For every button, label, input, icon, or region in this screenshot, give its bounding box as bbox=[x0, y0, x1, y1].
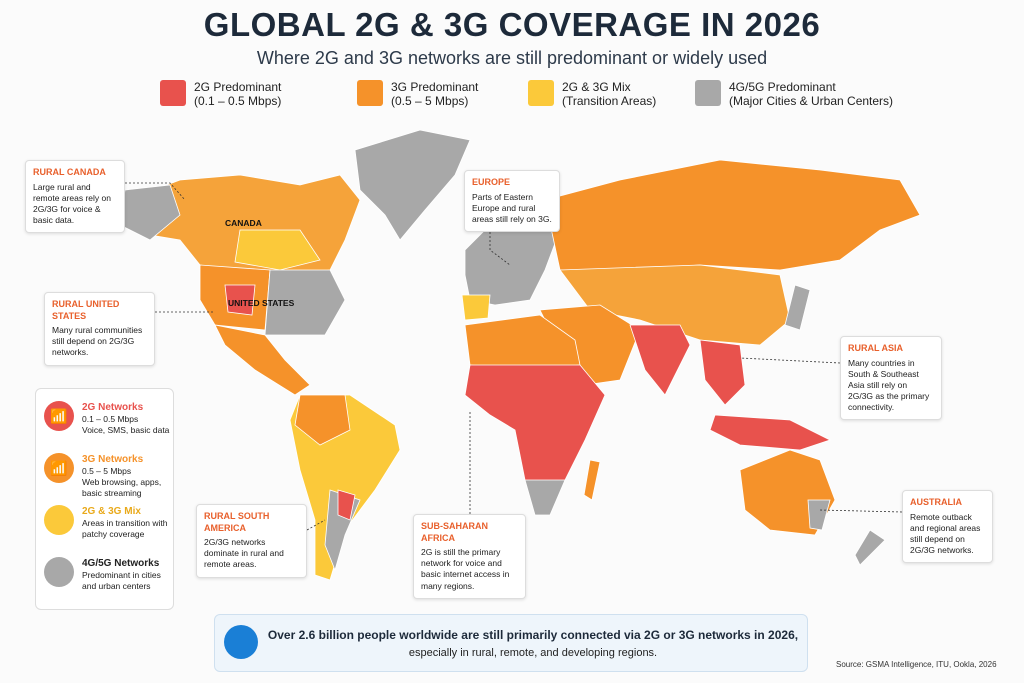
connector bbox=[489, 232, 511, 266]
legend-item: 2G & 3G Mix (Transition Areas) bbox=[528, 80, 656, 108]
africa-south bbox=[524, 479, 566, 516]
callout-text: Parts of Eastern Europe and rural areas … bbox=[472, 191, 552, 224]
callout-title: RURAL UNITED STATES bbox=[52, 299, 120, 321]
side-legend-title: 3G Networks bbox=[82, 454, 144, 465]
callout-title: RURAL ASIA bbox=[848, 343, 904, 353]
greenland bbox=[354, 129, 471, 241]
callout: EUROPE Parts of Eastern Europe and rural … bbox=[464, 170, 560, 232]
connector bbox=[125, 182, 186, 201]
legend-detail: (0.1 – 0.5 Mbps) bbox=[194, 94, 282, 108]
legend-detail: (Major Cities & Urban Centers) bbox=[729, 94, 894, 108]
callout-title: RURAL CANADA bbox=[33, 167, 106, 177]
side-legend-text: 4G/5G Networks Predominant in cities and … bbox=[82, 557, 173, 592]
callout: AUSTRALIA Remote outback and regional are… bbox=[902, 490, 993, 563]
callout-title: EUROPE bbox=[472, 177, 511, 187]
side-legend-text: 3G Networks 0.5 – 5 Mbps Web browsing, app… bbox=[82, 453, 173, 499]
subtitle: Where 2G and 3G networks are still predo… bbox=[256, 48, 768, 68]
legend-item: 4G/5G Predominant (Major Cities & Urban C… bbox=[695, 80, 893, 108]
side-legend: 📶 2G Networks 0.1 – 0.5 Mbps Voice, SMS, ba… bbox=[35, 388, 174, 610]
legend-swatch bbox=[357, 80, 383, 106]
side-legend-item: 2G & 3G Mix Areas in transition with patc… bbox=[44, 505, 173, 540]
callout-title: SUB-SAHARAN AFRICA bbox=[421, 521, 488, 543]
banner-subtext: especially in rural, remote, and develop… bbox=[408, 647, 658, 659]
legend-label: 3G Predominant bbox=[391, 80, 479, 94]
new-zealand bbox=[854, 529, 886, 566]
usa-rural bbox=[224, 284, 256, 316]
connector bbox=[306, 519, 326, 531]
legend-detail: (0.5 – 5 Mbps) bbox=[391, 94, 469, 108]
banner-text: Over 2.6 billion people worldwide are st… bbox=[267, 628, 799, 642]
callout: RURAL ASIA Many countries in South & Sout… bbox=[840, 336, 942, 420]
side-legend-line: Web browsing, apps, basic streaming bbox=[82, 477, 162, 499]
legend-item: 2G Predominant (0.1 – 0.5 Mbps) bbox=[160, 80, 281, 108]
callout-text: Large rural and remote areas rely on 2G/… bbox=[33, 181, 111, 225]
callout-text: 2G is still the primary network for voic… bbox=[421, 547, 510, 591]
russia bbox=[544, 159, 921, 271]
map-label: UNITED STATES bbox=[228, 298, 295, 308]
sa-north bbox=[294, 394, 351, 446]
legend-swatch bbox=[528, 80, 554, 106]
map-label: CANADA bbox=[225, 218, 262, 228]
callout-title: RURAL SOUTH AMERICA bbox=[204, 511, 270, 533]
side-legend-line: 0.5 – 5 Mbps bbox=[82, 466, 132, 476]
legend-label: 2G & 3G Mix bbox=[562, 80, 631, 94]
side-legend-item: 📶 2G Networks 0.1 – 0.5 Mbps Voice, SMS, ba… bbox=[44, 401, 169, 436]
legend-label: 4G/5G Predominant bbox=[729, 80, 836, 94]
callout: RURAL UNITED STATES Many rural communitie… bbox=[44, 292, 155, 366]
side-legend-icon bbox=[44, 505, 74, 535]
legend-text: 2G Predominant (0.1 – 0.5 Mbps) bbox=[194, 80, 281, 108]
side-legend-title: 2G & 3G Mix bbox=[82, 506, 141, 517]
callout-text: Remote outback and regional areas still … bbox=[910, 511, 981, 555]
mexico bbox=[214, 324, 311, 396]
legend-swatch bbox=[695, 80, 721, 106]
se-asia bbox=[699, 339, 746, 406]
legend-detail: (Transition Areas) bbox=[562, 94, 657, 108]
indonesia bbox=[709, 414, 832, 451]
title: GLOBAL 2G & 3G COVERAGE IN 2026 bbox=[203, 6, 821, 43]
madagascar bbox=[583, 459, 601, 501]
india bbox=[629, 324, 691, 396]
side-legend-title: 2G Networks bbox=[82, 402, 144, 413]
sa-red bbox=[337, 489, 356, 521]
callout-text: 2G/3G networks dominate in rural and rem… bbox=[204, 537, 284, 570]
side-legend-text: 2G & 3G Mix Areas in transition with patc… bbox=[82, 505, 173, 540]
side-legend-title: 4G/5G Networks bbox=[82, 558, 160, 569]
callout: RURAL SOUTH AMERICA 2G/3G networks domina… bbox=[196, 504, 307, 578]
side-legend-text: 2G Networks 0.1 – 0.5 Mbps Voice, SMS, bas… bbox=[82, 401, 169, 436]
side-legend-item: 📶 3G Networks 0.5 – 5 Mbps Web browsing, ap… bbox=[44, 453, 173, 499]
side-legend-line: Predominant in cities and urban centers bbox=[82, 570, 161, 592]
land bbox=[119, 129, 921, 581]
japan bbox=[784, 284, 811, 331]
connectors bbox=[125, 182, 903, 531]
side-legend-icon bbox=[44, 557, 74, 587]
side-legend-icon: 📶 bbox=[44, 401, 74, 431]
canada-mix bbox=[234, 229, 321, 271]
legend-text: 4G/5G Predominant (Major Cities & Urban C… bbox=[729, 80, 893, 108]
side-legend-line: 0.1 – 0.5 Mbps bbox=[82, 414, 139, 424]
usa-east bbox=[264, 269, 346, 336]
legend-item: 3G Predominant (0.5 – 5 Mbps) bbox=[357, 80, 478, 108]
side-legend-item: 4G/5G Networks Predominant in cities and … bbox=[44, 557, 173, 592]
side-legend-line: Voice, SMS, basic data bbox=[82, 425, 170, 436]
connector bbox=[819, 509, 903, 513]
callout: RURAL CANADA Large rural and remote areas… bbox=[25, 160, 125, 233]
callout-title: AUSTRALIA bbox=[910, 497, 962, 507]
legend-text: 3G Predominant (0.5 – 5 Mbps) bbox=[391, 80, 478, 108]
connector bbox=[739, 357, 841, 364]
side-legend-icon: 📶 bbox=[44, 453, 74, 483]
australia-east bbox=[807, 499, 831, 531]
side-legend-line: Areas in transition with patchy coverage bbox=[82, 518, 168, 540]
callout: SUB-SAHARAN AFRICA 2G is still the primar… bbox=[413, 514, 526, 599]
legend-swatch bbox=[160, 80, 186, 106]
banner: Over 2.6 billion people worldwide are st… bbox=[214, 614, 808, 672]
legend-text: 2G & 3G Mix (Transition Areas) bbox=[562, 80, 656, 108]
source: Source: GSMA Intelligence, ITU, Ookla, 2… bbox=[836, 660, 997, 669]
iberia bbox=[461, 294, 491, 321]
legend-label: 2G Predominant bbox=[194, 80, 282, 94]
wifi-icon bbox=[224, 625, 258, 659]
callout-text: Many countries in South & Southeast Asia… bbox=[848, 357, 930, 412]
callout-text: Many rural communities still depend on 2… bbox=[52, 325, 143, 358]
